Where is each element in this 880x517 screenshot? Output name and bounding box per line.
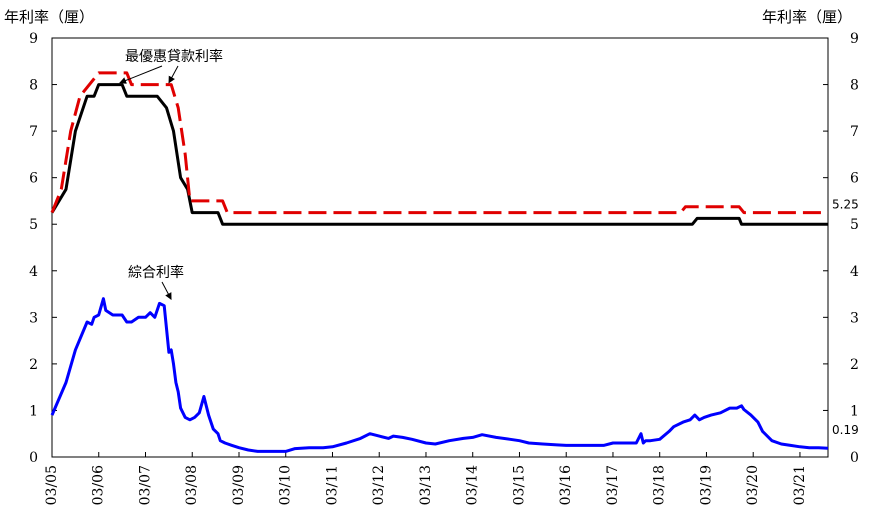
end-value-label: 5.25 bbox=[832, 198, 859, 212]
y-tick-label-right: 9 bbox=[850, 31, 859, 47]
y-unit-right: 年利率（厘） bbox=[762, 8, 852, 26]
y-tick-label-right: 5 bbox=[850, 217, 859, 233]
x-tick-label: 03/13 bbox=[418, 465, 434, 505]
y-tick-label-right: 6 bbox=[850, 171, 859, 187]
x-tick-label: 03/18 bbox=[652, 465, 668, 505]
x-tick-label: 03/05 bbox=[44, 465, 60, 505]
y-tick-label-left: 2 bbox=[29, 357, 38, 373]
y-tick-label-left: 4 bbox=[29, 264, 38, 280]
y-tick-label-left: 0 bbox=[29, 450, 38, 466]
x-tick-label: 03/10 bbox=[278, 465, 294, 505]
y-tick-label-right: 3 bbox=[850, 310, 859, 326]
y-axis-left: 0 1 2 3 4 5 6 7 8 9 bbox=[29, 31, 57, 466]
y-axis-right: 0 1 2 3 4 5 6 7 8 9 bbox=[823, 31, 859, 466]
y-tick-label-right: 8 bbox=[850, 78, 859, 94]
annotation-composite-rate: 綜合利率 bbox=[128, 264, 184, 281]
y-tick-label-left: 3 bbox=[29, 310, 38, 326]
y-tick-label-left: 6 bbox=[29, 171, 38, 187]
x-axis: 03/05 03/06 03/07 03/08 03/09 03/10 03/11 03/12… bbox=[44, 452, 808, 505]
y-tick-label-right: 2 bbox=[850, 357, 859, 373]
y-unit-left: 年利率（厘） bbox=[4, 8, 94, 26]
x-tick-label: 03/21 bbox=[792, 465, 808, 505]
annotation-arrow bbox=[161, 281, 172, 300]
annotation-arrow bbox=[119, 65, 163, 84]
series-line-1 bbox=[50, 83, 828, 226]
annotation-prime-rate: 最優惠貸款利率 bbox=[125, 48, 223, 65]
x-tick-label: 03/16 bbox=[558, 465, 574, 505]
y-tick-label-right: 0 bbox=[850, 450, 859, 466]
x-tick-label: 03/09 bbox=[231, 465, 247, 505]
end-value-label: 0.19 bbox=[832, 423, 859, 437]
y-tick-label-left: 9 bbox=[29, 31, 38, 47]
x-tick-label: 03/19 bbox=[698, 465, 714, 505]
x-tick-label: 03/12 bbox=[371, 465, 387, 505]
y-tick-label-left: 5 bbox=[29, 217, 38, 233]
y-tick-label-right: 7 bbox=[850, 124, 859, 140]
series-line-2 bbox=[50, 71, 828, 215]
x-tick-label: 03/06 bbox=[91, 465, 107, 505]
x-tick-label: 03/15 bbox=[511, 465, 527, 505]
x-tick-label: 03/20 bbox=[745, 465, 761, 505]
x-tick-label: 03/17 bbox=[605, 465, 621, 505]
y-tick-label-right: 1 bbox=[850, 403, 859, 419]
x-tick-label: 03/08 bbox=[184, 465, 200, 505]
x-tick-label: 03/11 bbox=[324, 465, 340, 505]
y-tick-label-right: 4 bbox=[850, 264, 859, 280]
x-tick-label: 03/14 bbox=[465, 465, 481, 505]
series-line-3 bbox=[50, 297, 829, 453]
y-tick-label-left: 1 bbox=[29, 403, 38, 419]
y-tick-label-left: 8 bbox=[29, 78, 38, 94]
y-tick-label-left: 7 bbox=[29, 124, 38, 140]
series-layer bbox=[50, 71, 829, 453]
plot-frame bbox=[51, 37, 829, 458]
annotation-arrow bbox=[168, 65, 179, 84]
x-tick-label: 03/07 bbox=[137, 465, 153, 505]
